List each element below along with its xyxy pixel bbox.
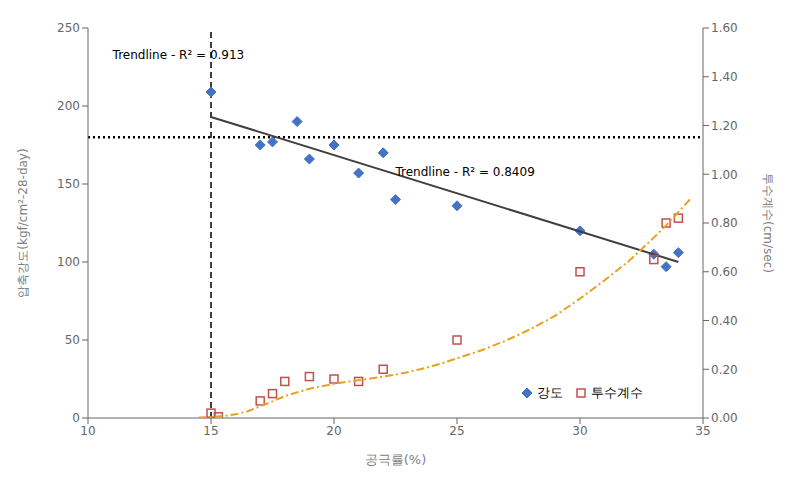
svg-text:공극률(%): 공극률(%) [365, 452, 427, 467]
svg-text:15: 15 [203, 424, 218, 438]
svg-text:1.20: 1.20 [711, 119, 738, 133]
svg-text:30: 30 [572, 424, 587, 438]
svg-text:1.00: 1.00 [711, 168, 738, 182]
svg-text:투수계수(cm/sec): 투수계수(cm/sec) [761, 173, 775, 273]
svg-text:200: 200 [57, 99, 80, 113]
svg-text:10: 10 [80, 424, 95, 438]
svg-text:0.40: 0.40 [711, 314, 738, 328]
svg-text:250: 250 [57, 21, 80, 35]
svg-text:압축강도(kgf/cm²-28-day): 압축강도(kgf/cm²-28-day) [16, 148, 30, 297]
html-text:투수계수: 투수계수 [591, 385, 643, 400]
svg-text:25: 25 [449, 424, 464, 438]
svg-text:0.00: 0.00 [711, 411, 738, 425]
svg-text:0.20: 0.20 [711, 363, 738, 377]
svg-text:50: 50 [65, 333, 80, 347]
svg-text:0.80: 0.80 [711, 216, 738, 230]
svg-text:0: 0 [72, 411, 80, 425]
svg-text:Trendline - R² = 0.913: Trendline - R² = 0.913 [112, 48, 245, 62]
svg-text:1.40: 1.40 [711, 70, 738, 84]
svg-text:100: 100 [57, 255, 80, 269]
svg-text:20: 20 [326, 424, 341, 438]
svg-text:150: 150 [57, 177, 80, 191]
svg-text:1.60: 1.60 [711, 21, 738, 35]
svg-text:0.60: 0.60 [711, 265, 738, 279]
svg-text:Trendline - R² = 0.8409: Trendline - R² = 0.8409 [395, 165, 535, 179]
html-text:강도: 강도 [537, 385, 563, 400]
svg-text:35: 35 [695, 424, 710, 438]
